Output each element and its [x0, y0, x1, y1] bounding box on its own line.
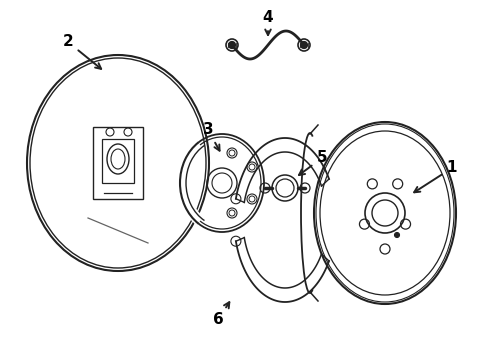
- Bar: [102, 139, 134, 183]
- Text: 5: 5: [299, 150, 327, 175]
- Text: 2: 2: [63, 35, 101, 69]
- Circle shape: [226, 39, 238, 51]
- Circle shape: [394, 233, 399, 238]
- Bar: [93, 127, 143, 199]
- Circle shape: [300, 41, 308, 49]
- Circle shape: [228, 41, 236, 49]
- Text: 4: 4: [263, 10, 273, 35]
- Text: 1: 1: [414, 161, 457, 192]
- Circle shape: [298, 39, 310, 51]
- Text: 6: 6: [213, 302, 229, 328]
- Text: 3: 3: [203, 122, 220, 151]
